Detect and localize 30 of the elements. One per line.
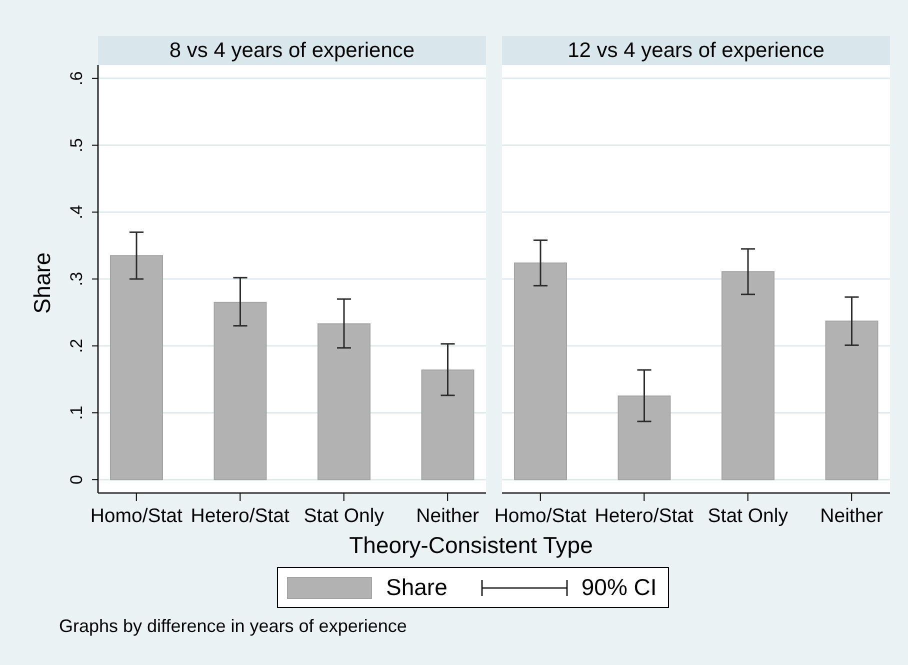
y-tick-label: .1 (66, 406, 86, 420)
bar (421, 369, 474, 480)
bar (722, 271, 774, 480)
bar (825, 320, 878, 480)
bar (214, 302, 267, 480)
x-tick-label: Hetero/Stat (190, 504, 290, 527)
y-tick-label: .4 (66, 205, 86, 220)
y-tick-label: .3 (66, 272, 86, 286)
bar (318, 323, 370, 480)
text: Graphs by difference in years of experience (59, 616, 407, 636)
bar (514, 262, 568, 480)
legend-label: Share (386, 574, 448, 600)
text: 90% CI (581, 574, 657, 600)
y-tick-label: .5 (66, 138, 86, 152)
chart-title: 12 vs 4 years of experience (568, 39, 824, 62)
bar (618, 396, 671, 480)
x-tick-label: Neither (820, 504, 884, 527)
x-tick-label: Stat Only (708, 504, 788, 527)
x-tick-label: Homo/Stat (494, 504, 588, 527)
y-tick-label: .6 (66, 71, 86, 86)
y-tick-label: 0 (66, 474, 86, 484)
x-tick-label: Homo/Stat (90, 504, 184, 527)
x-tick-label: Stat Only (304, 504, 384, 527)
bar (110, 255, 164, 480)
y-axis-title: Share (29, 252, 56, 314)
x-tick-label: Hetero/Stat (594, 504, 694, 527)
x-axis-title: Theory-Consistent Type (349, 532, 593, 558)
y-tick-label: .2 (66, 338, 86, 353)
chart-title: 8 vs 4 years of experience (169, 39, 415, 62)
x-tick-label: Neither (416, 504, 480, 527)
